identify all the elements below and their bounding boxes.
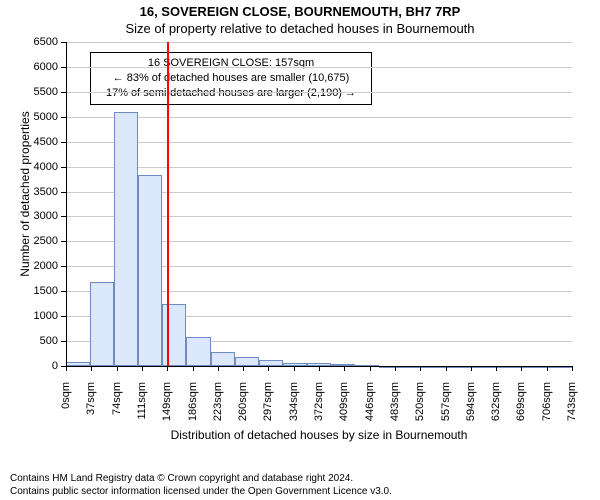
histogram-bar (90, 282, 114, 366)
ytick-label: 6000 (0, 61, 58, 73)
xtick-mark (294, 366, 295, 371)
xtick-mark (319, 366, 320, 371)
xtick-mark (572, 366, 573, 371)
xtick-label: 223sqm (212, 382, 224, 442)
xtick-label: 520sqm (414, 382, 426, 442)
footer-line2: Contains public sector information licen… (10, 486, 392, 497)
annotation-line1: 16 SOVEREIGN CLOSE: 157sqm (99, 56, 363, 71)
xtick-label: 0sqm (60, 382, 72, 442)
xtick-mark (496, 366, 497, 371)
xtick-label: 186sqm (187, 382, 199, 442)
histogram-bar (138, 175, 162, 366)
gridline-h (66, 117, 572, 118)
xtick-mark (370, 366, 371, 371)
xtick-label: 446sqm (364, 382, 376, 442)
xtick-mark (243, 366, 244, 371)
ytick-label: 3500 (0, 186, 58, 198)
xtick-label: 260sqm (237, 382, 249, 442)
gridline-h (66, 92, 572, 93)
xtick-label: 111sqm (136, 382, 148, 442)
xtick-mark (420, 366, 421, 371)
xtick-mark (117, 366, 118, 371)
xtick-mark (521, 366, 522, 371)
histogram-bar (186, 337, 210, 366)
ytick-label: 4000 (0, 161, 58, 173)
gridline-h (66, 42, 572, 43)
histogram-bar (211, 352, 235, 366)
xtick-mark (344, 366, 345, 371)
ytick-label: 6500 (0, 36, 58, 48)
ytick-label: 1000 (0, 310, 58, 322)
annotation-line3: 17% of semi-detached houses are larger (… (99, 86, 363, 101)
ytick-label: 2000 (0, 260, 58, 272)
xtick-label: 669sqm (515, 382, 527, 442)
xtick-mark (395, 366, 396, 371)
ytick-label: 5500 (0, 86, 58, 98)
annotation-line2: ← 83% of detached houses are smaller (10… (99, 71, 363, 86)
reference-line (167, 42, 169, 366)
xtick-mark (268, 366, 269, 371)
xtick-label: 483sqm (389, 382, 401, 442)
xtick-mark (91, 366, 92, 371)
gridline-h (66, 167, 572, 168)
xtick-mark (471, 366, 472, 371)
ytick-label: 2500 (0, 235, 58, 247)
xtick-label: 334sqm (288, 382, 300, 442)
footer-line1: Contains HM Land Registry data © Crown c… (10, 473, 353, 484)
ytick-label: 3000 (0, 210, 58, 222)
histogram-bar (235, 357, 259, 366)
chart-title-line1: 16, SOVEREIGN CLOSE, BOURNEMOUTH, BH7 7R… (0, 4, 600, 19)
xtick-label: 743sqm (566, 382, 578, 442)
ytick-label: 0 (0, 360, 58, 372)
gridline-h (66, 67, 572, 68)
ytick-label: 1500 (0, 285, 58, 297)
xtick-mark (446, 366, 447, 371)
ytick-label: 4500 (0, 136, 58, 148)
xtick-mark (142, 366, 143, 371)
xtick-label: 706sqm (541, 382, 553, 442)
xtick-mark (547, 366, 548, 371)
histogram-bar (114, 112, 138, 366)
xtick-label: 409sqm (338, 382, 350, 442)
ytick-label: 500 (0, 335, 58, 347)
xtick-mark (66, 366, 67, 371)
xtick-label: 37sqm (85, 382, 97, 442)
annotation-box: 16 SOVEREIGN CLOSE: 157sqm ← 83% of deta… (90, 52, 372, 105)
xtick-label: 632sqm (490, 382, 502, 442)
ytick-label: 5000 (0, 111, 58, 123)
xtick-label: 372sqm (313, 382, 325, 442)
xtick-mark (167, 366, 168, 371)
y-axis-line (66, 42, 67, 366)
chart-title-line2: Size of property relative to detached ho… (0, 21, 600, 36)
xtick-mark (193, 366, 194, 371)
xtick-label: 594sqm (465, 382, 477, 442)
gridline-h (66, 142, 572, 143)
xtick-label: 297sqm (262, 382, 274, 442)
xtick-label: 74sqm (111, 382, 123, 442)
xtick-label: 557sqm (440, 382, 452, 442)
xtick-label: 149sqm (161, 382, 173, 442)
xtick-mark (218, 366, 219, 371)
